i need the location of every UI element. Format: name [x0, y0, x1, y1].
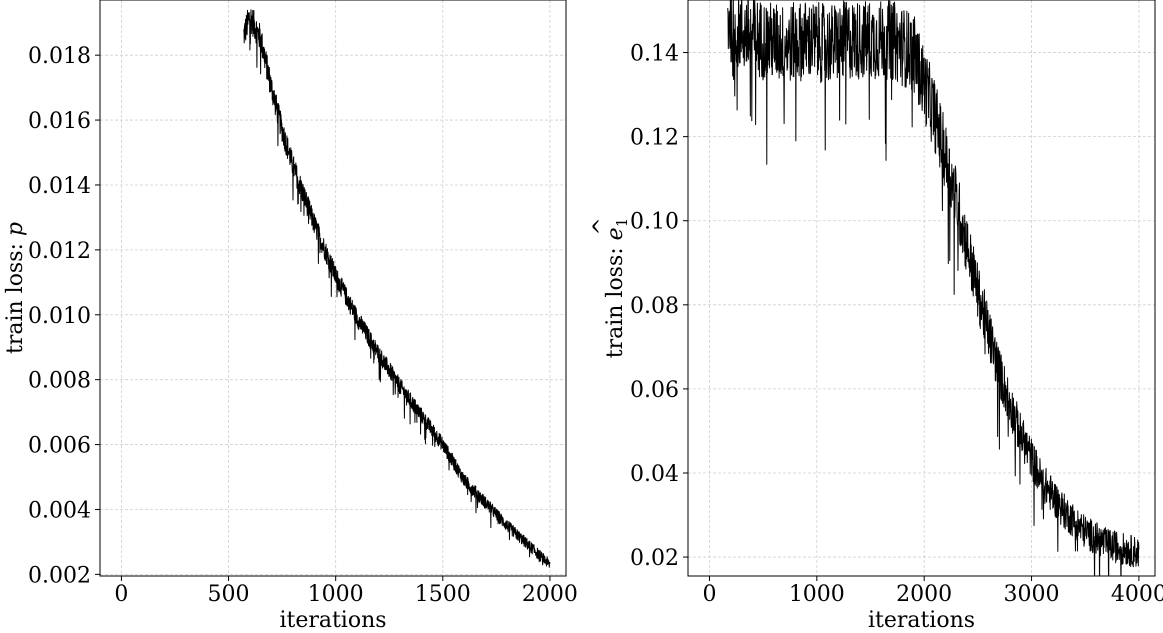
- y-axis-label-prefix: train loss:: [603, 240, 628, 358]
- y-tick-label: 0.008: [28, 369, 91, 394]
- plot-frame: [687, 0, 1156, 577]
- y-axis-label: train loss: e1: [603, 218, 631, 359]
- y-tick-label: 0.018: [28, 44, 91, 69]
- y-tick-label: 0.010: [28, 304, 91, 329]
- y-tick-label: 0.006: [28, 434, 91, 459]
- y-axis-label-prefix: train loss:: [3, 236, 28, 354]
- y-tick-label: 0.02: [630, 546, 679, 571]
- y-axis-label-symbol: p: [3, 222, 28, 236]
- y-tick-label: 0.08: [630, 294, 679, 319]
- x-tick-label: 1500: [415, 582, 471, 607]
- y-tick-label: 0.04: [630, 462, 679, 487]
- y-tick-label: 0.06: [630, 378, 679, 403]
- y-tick-label: 0.016: [28, 109, 91, 134]
- x-tick-label: 2000: [522, 582, 578, 607]
- y-tick-label: 0.014: [28, 174, 91, 199]
- y-tick-label: 0.002: [28, 563, 91, 588]
- y-axis-label-hat: ^: [0, 212, 15, 230]
- x-tick-label: 3000: [1004, 582, 1060, 607]
- y-axis-label-subscript: 1: [613, 218, 631, 228]
- plot-frame: [99, 0, 567, 577]
- x-tick-label: 2000: [896, 582, 952, 607]
- x-tick-label: 1000: [308, 582, 364, 607]
- y-axis-label-symbol: e: [603, 227, 628, 240]
- y-axis-label: train loss: p: [3, 222, 28, 354]
- loss-series-line: [727, 0, 1140, 576]
- y-tick-label: 0.12: [630, 126, 679, 151]
- y-axis-label-hat: ^: [590, 217, 615, 235]
- y-tick-label: 0.10: [630, 210, 679, 235]
- loss-e1-panel: 0 1000 2000 3000 4000 0.02 0.04 0.06 0.08 0.10 0.1…: [590, 0, 1163, 633]
- x-tick-label: 500: [208, 582, 250, 607]
- x-tick-label: 1000: [789, 582, 845, 607]
- loss-p-panel: 0 500 1000 1500 2000 0.002 0.004 0.006 0.008 0.01…: [0, 0, 578, 633]
- x-axis-label: iterations: [868, 608, 975, 633]
- x-tick-label: 4000: [1111, 582, 1163, 607]
- x-tick-label: 0: [702, 582, 716, 607]
- x-axis-label: iterations: [279, 608, 386, 633]
- y-tick-label: 0.14: [630, 42, 679, 67]
- loss-series-line: [243, 9, 551, 568]
- y-tick-label: 0.004: [28, 498, 91, 523]
- x-tick-label: 0: [114, 582, 128, 607]
- y-tick-label: 0.012: [28, 239, 91, 264]
